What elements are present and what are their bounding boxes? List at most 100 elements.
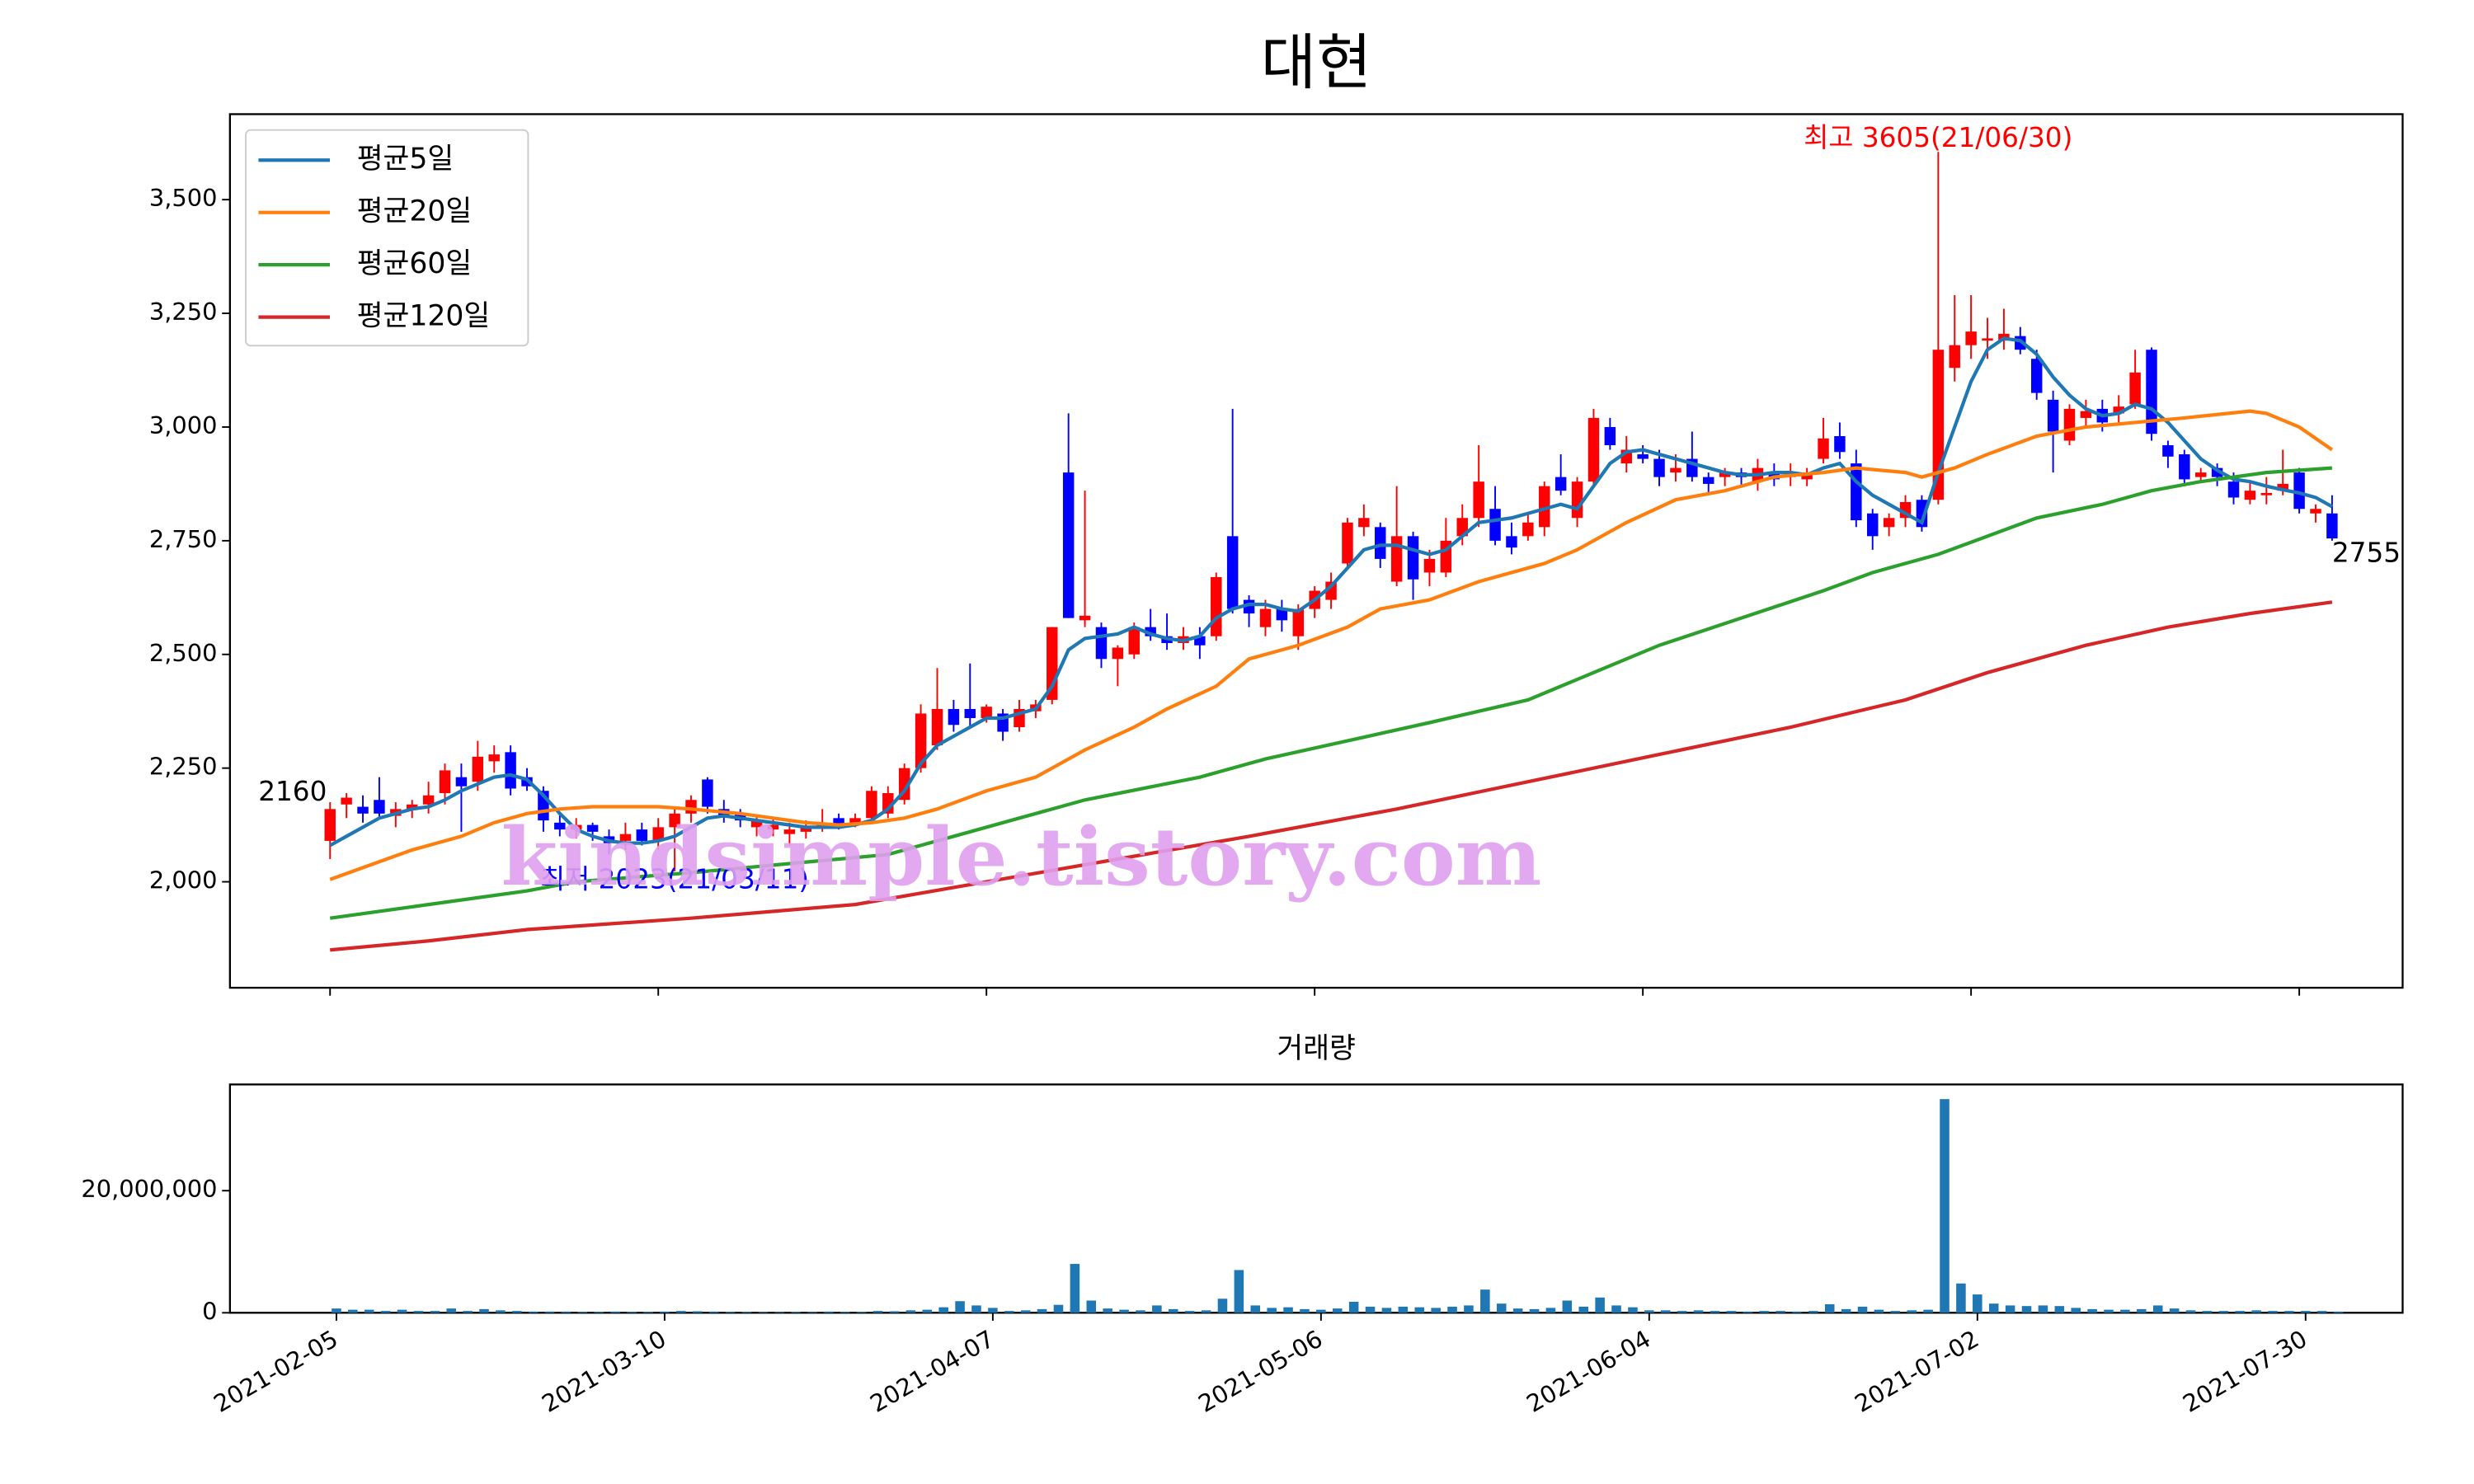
volume-bar bbox=[1824, 1303, 1835, 1313]
volume-bar bbox=[479, 1308, 489, 1313]
volume-bar bbox=[1020, 1310, 1031, 1313]
candle-body bbox=[357, 806, 369, 814]
volume-bar bbox=[1365, 1306, 1376, 1313]
volume-bar bbox=[1660, 1310, 1671, 1313]
volume-bar bbox=[2104, 1309, 2114, 1313]
candle-body bbox=[1128, 627, 1141, 655]
volume-bar bbox=[1923, 1309, 1933, 1313]
volume-bar bbox=[2316, 1311, 2327, 1313]
y-tick-label: 0 bbox=[202, 1297, 217, 1325]
volume-bar bbox=[1152, 1305, 1162, 1313]
volume-bar bbox=[1431, 1308, 1441, 1313]
candle-body bbox=[1407, 536, 1419, 580]
candle-body bbox=[783, 829, 796, 834]
volume-bar bbox=[1447, 1306, 1457, 1313]
volume-bar bbox=[2235, 1311, 2245, 1313]
candle-body bbox=[1473, 481, 1484, 519]
candle-body bbox=[1604, 426, 1616, 446]
legend-label: 평균5일 bbox=[357, 143, 454, 176]
candle-body bbox=[1965, 331, 1977, 345]
volume-bar bbox=[1841, 1308, 1851, 1313]
candle-body bbox=[422, 795, 435, 805]
volume-bar bbox=[577, 1312, 588, 1313]
volume-bar bbox=[2284, 1311, 2294, 1313]
candle-body bbox=[619, 834, 632, 841]
volume-bar bbox=[1808, 1311, 1818, 1313]
candle-body bbox=[915, 713, 927, 768]
volume-bar bbox=[1907, 1310, 1917, 1313]
candle-body bbox=[1062, 472, 1075, 618]
candle-body bbox=[2326, 513, 2338, 539]
candle-body bbox=[2260, 492, 2273, 495]
annotation: 최고 3605(21/06/30) bbox=[1804, 122, 2072, 153]
candle-body bbox=[948, 708, 960, 726]
candle-body bbox=[2047, 399, 2059, 432]
volume-bar bbox=[643, 1312, 653, 1313]
volume-bar bbox=[1726, 1311, 1737, 1313]
volume-bar bbox=[2185, 1310, 2196, 1313]
candle-body bbox=[2293, 472, 2305, 510]
candle-body bbox=[636, 829, 648, 841]
volume-bar bbox=[2202, 1311, 2213, 1313]
volume-bar bbox=[2218, 1311, 2229, 1313]
moving-average-line bbox=[330, 600, 2333, 952]
volume-bar bbox=[840, 1312, 850, 1313]
candle-body bbox=[1883, 518, 1895, 528]
volume-bar bbox=[1070, 1264, 1080, 1313]
y-tick-label: 2,500 bbox=[149, 639, 218, 667]
volume-bar bbox=[2152, 1305, 2163, 1313]
candles bbox=[324, 152, 2338, 871]
candle-body bbox=[1489, 509, 1501, 541]
candle-body bbox=[374, 800, 385, 814]
candle-body bbox=[1259, 608, 1272, 627]
candle-body bbox=[833, 818, 844, 825]
volume-bar bbox=[1644, 1310, 1654, 1313]
volume-bar bbox=[2087, 1308, 2097, 1313]
volume-bar bbox=[380, 1311, 391, 1313]
volume-bar bbox=[1300, 1308, 1310, 1313]
candle-body bbox=[1506, 536, 1517, 548]
volume-bar bbox=[1890, 1311, 1901, 1313]
volume-bar bbox=[1168, 1308, 1178, 1313]
volume-bar bbox=[791, 1312, 801, 1313]
volume-bar bbox=[1792, 1311, 1802, 1313]
candle-body bbox=[1851, 463, 1862, 521]
volume-bar bbox=[544, 1311, 555, 1313]
candle-body bbox=[2129, 372, 2141, 405]
candle-body bbox=[1390, 536, 1403, 582]
moving-average-line bbox=[329, 409, 2334, 881]
volume-bar bbox=[594, 1312, 604, 1313]
volume-bar bbox=[2251, 1310, 2261, 1313]
candle-body bbox=[406, 804, 418, 810]
price-axes-frame bbox=[228, 113, 2404, 989]
volume-bar bbox=[1086, 1300, 1097, 1313]
candle-body bbox=[1079, 615, 1091, 621]
candle-body bbox=[2113, 406, 2124, 414]
volume-bar bbox=[1545, 1308, 1556, 1313]
candle-body bbox=[2227, 481, 2240, 498]
volume-bar bbox=[610, 1311, 620, 1313]
volume-bar bbox=[1136, 1310, 1145, 1313]
volume-bar bbox=[2054, 1306, 2065, 1313]
candle-body bbox=[1834, 435, 1846, 453]
candle-body bbox=[2162, 445, 2174, 457]
volume-bar bbox=[1283, 1307, 1293, 1313]
volume-bar bbox=[889, 1311, 900, 1313]
volume-bar bbox=[856, 1312, 867, 1313]
candle-body bbox=[2080, 411, 2092, 418]
volume-bar bbox=[2071, 1308, 2081, 1313]
candle-body bbox=[866, 791, 877, 819]
volume-bar bbox=[1857, 1306, 1868, 1313]
volume-bar bbox=[528, 1311, 539, 1313]
volume-bar bbox=[725, 1312, 736, 1313]
volume-bar bbox=[1053, 1304, 1064, 1313]
y-tick-label: 3,000 bbox=[149, 411, 218, 439]
candle-body bbox=[981, 707, 992, 718]
volume-bar bbox=[1103, 1308, 1112, 1313]
candle-body bbox=[964, 708, 976, 718]
volume-bar bbox=[2301, 1311, 2311, 1313]
volume-bar bbox=[1316, 1309, 1326, 1313]
candle-body bbox=[1818, 438, 1829, 459]
volume-bar bbox=[2120, 1309, 2130, 1313]
